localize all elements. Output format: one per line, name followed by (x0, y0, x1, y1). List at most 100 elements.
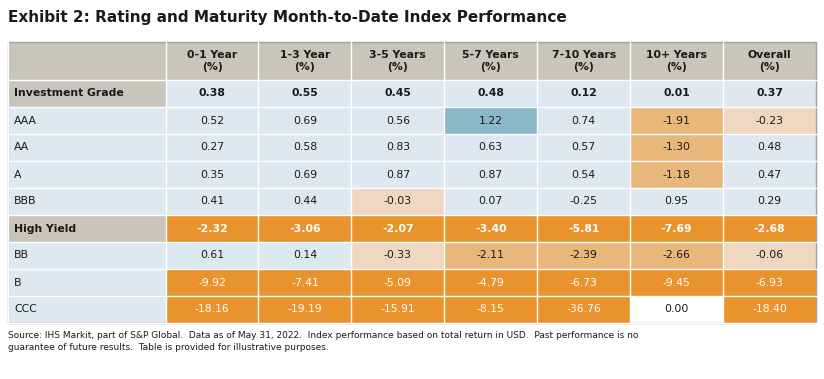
Bar (537, 134, 630, 161)
Text: 7-10 Years
(%): 7-10 Years (%) (551, 50, 616, 72)
Text: 0.95: 0.95 (665, 196, 689, 207)
Bar (723, 80, 816, 107)
Text: -2.66: -2.66 (662, 251, 691, 260)
Bar (351, 242, 444, 269)
Text: BBB: BBB (14, 196, 36, 207)
Bar (351, 215, 444, 242)
Text: 0.69: 0.69 (293, 169, 317, 180)
Bar (537, 242, 630, 269)
Bar (259, 134, 351, 161)
Bar (723, 242, 816, 269)
Text: -2.07: -2.07 (382, 224, 414, 233)
Bar (444, 242, 537, 269)
Text: 0.52: 0.52 (200, 116, 224, 125)
Bar (166, 215, 259, 242)
Bar (537, 42, 630, 80)
Text: -2.39: -2.39 (569, 251, 597, 260)
Bar (444, 134, 537, 161)
Text: Investment Grade: Investment Grade (14, 89, 124, 99)
Bar (723, 269, 816, 296)
Text: 0.45: 0.45 (385, 89, 411, 99)
Bar (259, 42, 351, 80)
Bar (8, 296, 166, 323)
Text: Overall
(%): Overall (%) (747, 50, 791, 72)
Bar (537, 80, 630, 107)
Text: 0.48: 0.48 (757, 143, 782, 152)
Text: 0.54: 0.54 (572, 169, 596, 180)
Text: BB: BB (14, 251, 29, 260)
Text: 0.00: 0.00 (664, 304, 689, 315)
Bar (537, 296, 630, 323)
Bar (8, 134, 166, 161)
Text: 0.44: 0.44 (293, 196, 317, 207)
Text: Exhibit 2: Rating and Maturity Month-to-Date Index Performance: Exhibit 2: Rating and Maturity Month-to-… (8, 10, 567, 25)
Bar (630, 269, 723, 296)
Bar (444, 161, 537, 188)
Bar (723, 107, 816, 134)
Text: 0.41: 0.41 (200, 196, 224, 207)
Text: -6.73: -6.73 (569, 277, 597, 288)
Text: 0.37: 0.37 (756, 89, 783, 99)
Text: CCC: CCC (14, 304, 37, 315)
Text: 0.38: 0.38 (199, 89, 226, 99)
Text: -2.68: -2.68 (754, 224, 785, 233)
Text: -18.40: -18.40 (752, 304, 787, 315)
Bar (351, 296, 444, 323)
Bar (8, 242, 166, 269)
Text: -5.09: -5.09 (384, 277, 412, 288)
Text: -6.93: -6.93 (756, 277, 784, 288)
Text: -1.30: -1.30 (662, 143, 691, 152)
Text: 0.12: 0.12 (570, 89, 597, 99)
Text: 0.63: 0.63 (479, 143, 503, 152)
Text: 0.87: 0.87 (479, 169, 503, 180)
Bar (166, 188, 259, 215)
Bar (630, 215, 723, 242)
Bar (537, 161, 630, 188)
Text: -3.06: -3.06 (289, 224, 321, 233)
Text: AAA: AAA (14, 116, 37, 125)
Text: -0.03: -0.03 (384, 196, 412, 207)
Text: -3.40: -3.40 (475, 224, 507, 233)
Bar (8, 269, 166, 296)
Bar (259, 107, 351, 134)
Bar (630, 296, 723, 323)
Text: 0.69: 0.69 (293, 116, 317, 125)
Bar (537, 215, 630, 242)
Bar (259, 188, 351, 215)
Bar (259, 269, 351, 296)
Bar (8, 188, 166, 215)
Bar (723, 42, 816, 80)
Bar (351, 188, 444, 215)
Text: 0.61: 0.61 (200, 251, 224, 260)
Text: 10+ Years
(%): 10+ Years (%) (646, 50, 707, 72)
Text: 0.48: 0.48 (477, 89, 504, 99)
Text: 5-7 Years
(%): 5-7 Years (%) (462, 50, 519, 72)
Bar (166, 242, 259, 269)
Bar (630, 242, 723, 269)
Bar (723, 134, 816, 161)
Bar (8, 42, 816, 323)
Text: 0.74: 0.74 (572, 116, 596, 125)
Text: -7.41: -7.41 (291, 277, 319, 288)
Text: High Yield: High Yield (14, 224, 76, 233)
Text: -2.32: -2.32 (196, 224, 228, 233)
Text: 1-3 Year
(%): 1-3 Year (%) (280, 50, 330, 72)
Text: 0.58: 0.58 (293, 143, 317, 152)
Bar (351, 80, 444, 107)
Bar (444, 188, 537, 215)
Text: 0.55: 0.55 (292, 89, 318, 99)
Bar (259, 215, 351, 242)
Bar (444, 296, 537, 323)
Text: -1.18: -1.18 (662, 169, 691, 180)
Bar (166, 107, 259, 134)
Bar (537, 107, 630, 134)
Bar (351, 269, 444, 296)
Bar (166, 134, 259, 161)
Bar (259, 296, 351, 323)
Text: B: B (14, 277, 21, 288)
Bar (351, 107, 444, 134)
Bar (259, 161, 351, 188)
Text: 0.57: 0.57 (572, 143, 596, 152)
Text: -19.19: -19.19 (288, 304, 322, 315)
Bar (723, 188, 816, 215)
